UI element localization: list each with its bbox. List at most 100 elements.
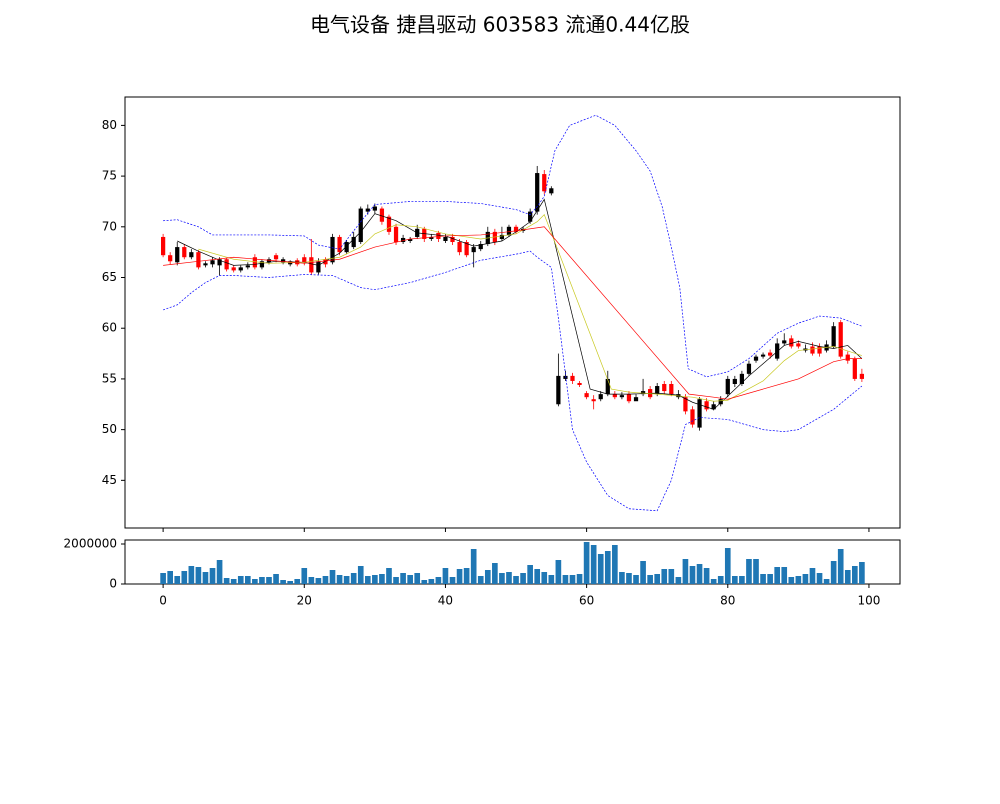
volume-bar [576, 574, 583, 584]
volume-bar [379, 574, 385, 584]
candle-body [640, 391, 646, 395]
candle-body [626, 394, 632, 402]
x-tick-label: 40 [438, 594, 453, 608]
volume-bar [463, 568, 470, 584]
volume-bar [350, 573, 357, 584]
candle-body [704, 401, 709, 410]
candle-body [598, 394, 603, 400]
candle-body [662, 383, 667, 392]
volume-bar [449, 577, 456, 584]
volume-bar [844, 570, 851, 584]
y-tick-label: 75 [102, 169, 117, 183]
volume-bar [774, 567, 781, 584]
volume-bar [597, 554, 604, 584]
volume-bar [767, 574, 773, 584]
volume-bar [816, 573, 823, 584]
volume-bar [266, 577, 272, 584]
volume-bar [167, 571, 173, 584]
candle-body [669, 383, 674, 395]
candle-body [746, 363, 752, 374]
candle-body [210, 260, 215, 265]
volume-bar [746, 559, 752, 584]
volume-bar [534, 569, 541, 584]
candle-body [189, 252, 194, 258]
volume-bar [788, 577, 795, 584]
candle-body [789, 338, 794, 347]
volume-bar [837, 549, 844, 584]
volume-bar [336, 575, 343, 584]
candle-body [633, 397, 639, 402]
volume-bar [809, 568, 816, 584]
candle-body [224, 259, 229, 270]
candle-body [577, 382, 582, 386]
volume-bar [181, 571, 188, 584]
volume-bar [541, 572, 548, 584]
volume-bar [237, 576, 244, 584]
candle-body [838, 322, 843, 357]
volume-bar [753, 559, 759, 584]
volume-bar [781, 567, 788, 584]
candle-body [499, 234, 505, 239]
volume-bar [527, 565, 533, 584]
volume-bar [393, 577, 399, 584]
candle-body [542, 174, 547, 192]
volume-bar [308, 577, 315, 584]
volume-bar [259, 577, 265, 584]
volume-bar [252, 579, 258, 584]
volume-bar [506, 572, 512, 584]
volume-bar [294, 579, 301, 584]
candle-body [605, 378, 610, 395]
candle-body [732, 378, 737, 384]
volume-bar [562, 575, 569, 584]
candle-body [337, 236, 342, 253]
candle-body [697, 399, 702, 428]
volume-bar [604, 551, 611, 584]
y-tick-label: 50 [102, 422, 117, 436]
candle-body [217, 259, 222, 266]
volume-bar [555, 560, 562, 584]
candle-body [471, 247, 476, 253]
candle-body [513, 226, 519, 232]
candle-body [584, 393, 589, 398]
candle-body [160, 236, 166, 256]
candle-body [549, 188, 554, 194]
volume-bar [209, 568, 216, 584]
candle-body [309, 257, 314, 273]
volume-bar [859, 562, 865, 584]
y-tick-label: 55 [102, 371, 117, 385]
candle-body [273, 255, 279, 260]
volume-bar [795, 576, 802, 584]
candle-body [725, 378, 730, 395]
candle-body [711, 404, 716, 410]
indicator-line [163, 114, 863, 378]
volume-bar [520, 573, 526, 584]
candle-body [351, 236, 356, 248]
volume-bar [428, 579, 435, 584]
candle-body [429, 236, 434, 239]
volume-y-tick-label: 2000000 [64, 537, 117, 551]
x-tick-label: 100 [857, 594, 880, 608]
volume-bar [626, 573, 632, 584]
candle-body [316, 261, 321, 273]
candle-body [443, 236, 448, 242]
volume-bar [202, 572, 209, 584]
volume-bar [732, 576, 738, 584]
candle-body [556, 375, 561, 405]
volume-bar [414, 573, 421, 584]
volume-bar [273, 574, 279, 584]
candle-body [563, 375, 568, 379]
volume-bar [484, 570, 491, 584]
volume-bar [654, 574, 661, 584]
candle-body [358, 208, 363, 243]
volume-bar [682, 559, 689, 584]
volume-bar [499, 573, 505, 584]
volume-bar [280, 580, 286, 584]
candle-body [690, 409, 695, 425]
candle-body [182, 247, 187, 258]
volume-bar [470, 549, 477, 584]
y-tick-label: 65 [102, 270, 117, 284]
candle-body [259, 261, 265, 268]
volume-bar [244, 576, 251, 584]
volume-bar [400, 573, 406, 584]
candle-body [535, 173, 540, 212]
